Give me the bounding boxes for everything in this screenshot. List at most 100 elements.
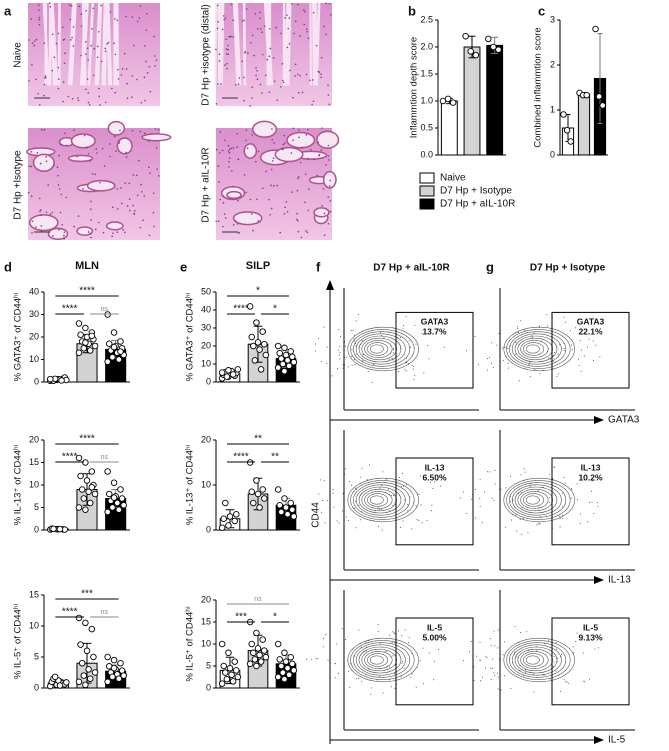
nucleus <box>114 18 116 20</box>
event-dot <box>388 488 389 489</box>
nucleus <box>124 182 126 184</box>
nucleus <box>84 135 86 137</box>
nucleus <box>232 186 234 188</box>
flow-x-label: IL-13 <box>608 575 631 586</box>
event-dot <box>412 673 413 674</box>
significance-label: * <box>273 304 277 315</box>
nucleus <box>143 195 145 197</box>
data-point <box>57 683 63 689</box>
nucleus <box>300 162 302 164</box>
event-dot <box>320 479 321 480</box>
nucleus <box>303 24 305 26</box>
tissue-worm <box>287 132 314 147</box>
event-dot <box>480 479 481 480</box>
event-dot <box>533 674 534 675</box>
nucleus <box>232 36 234 38</box>
nucleus <box>327 84 329 86</box>
nucleus <box>150 91 152 93</box>
nucleus <box>28 80 30 82</box>
data-point <box>81 345 87 351</box>
nucleus <box>33 45 35 47</box>
data-point <box>282 368 288 374</box>
panel-label: e <box>180 259 187 274</box>
nucleus <box>73 45 75 47</box>
nucleus <box>251 213 253 215</box>
nucleus <box>224 139 226 141</box>
nucleus <box>324 234 326 236</box>
flow-column-title: D7 Hp + aIL-10R <box>373 263 450 274</box>
nucleus <box>255 161 257 163</box>
nucleus <box>329 3 331 5</box>
nucleus <box>99 104 101 106</box>
nucleus <box>296 213 298 215</box>
data-point <box>250 500 256 506</box>
event-dot <box>346 517 347 518</box>
nucleus <box>283 82 285 84</box>
event-dot <box>473 666 474 667</box>
event-dot <box>589 502 590 503</box>
nucleus <box>295 63 297 65</box>
event-dot <box>434 661 435 662</box>
nucleus <box>284 17 286 19</box>
contour <box>359 487 401 513</box>
event-dot <box>444 347 445 348</box>
nucleus <box>40 163 42 165</box>
nucleus <box>283 144 285 146</box>
event-dot <box>463 660 464 661</box>
event-dot <box>528 364 529 365</box>
data-point <box>106 491 112 497</box>
event-dot <box>564 679 565 680</box>
nucleus <box>149 66 151 68</box>
nucleus <box>270 185 272 187</box>
nucleus <box>230 36 232 38</box>
event-dot <box>500 689 501 690</box>
event-dot <box>491 679 492 680</box>
data-point <box>118 339 124 345</box>
event-dot <box>538 507 539 508</box>
y-tick-label: 2.0 <box>420 41 433 51</box>
event-dot <box>554 656 555 657</box>
event-dot <box>484 491 485 492</box>
event-dot <box>401 663 402 664</box>
data-point <box>275 487 281 493</box>
event-dot <box>402 473 403 474</box>
event-dot <box>578 359 579 360</box>
contour <box>507 329 571 368</box>
nucleus <box>149 234 151 236</box>
gate-name: IL-13 <box>581 462 601 472</box>
nucleus <box>98 31 100 33</box>
nucleus <box>129 198 131 200</box>
event-dot <box>413 366 414 367</box>
nucleus <box>250 42 252 44</box>
data-point <box>275 674 281 680</box>
nucleus <box>109 143 111 145</box>
nucleus <box>226 68 228 70</box>
nucleus <box>306 134 308 136</box>
flow-column-title: D7 Hp + Isotype <box>530 263 606 274</box>
nucleus <box>303 9 305 11</box>
nucleus <box>291 152 293 154</box>
y-tick-label: 40 <box>29 286 39 296</box>
data-point <box>105 509 111 515</box>
event-dot <box>505 488 506 489</box>
event-dot <box>389 635 390 636</box>
nucleus <box>245 139 247 141</box>
event-dot <box>391 686 392 687</box>
nucleus <box>78 100 80 102</box>
event-dot <box>404 499 405 500</box>
event-dot <box>479 660 480 661</box>
legend-swatch <box>420 173 434 183</box>
tissue-stripe <box>220 3 222 85</box>
nucleus <box>256 70 258 72</box>
event-dot <box>491 363 492 364</box>
y-tick-label: 10 <box>201 358 211 368</box>
nucleus <box>47 184 49 186</box>
event-dot <box>495 484 496 485</box>
data-point <box>105 679 111 685</box>
event-dot <box>351 349 352 350</box>
nucleus <box>305 173 307 175</box>
y-tick-label: 0.5 <box>420 122 433 132</box>
event-dot <box>515 354 516 355</box>
histology-label: Naive <box>13 42 24 68</box>
event-dot <box>339 354 340 355</box>
